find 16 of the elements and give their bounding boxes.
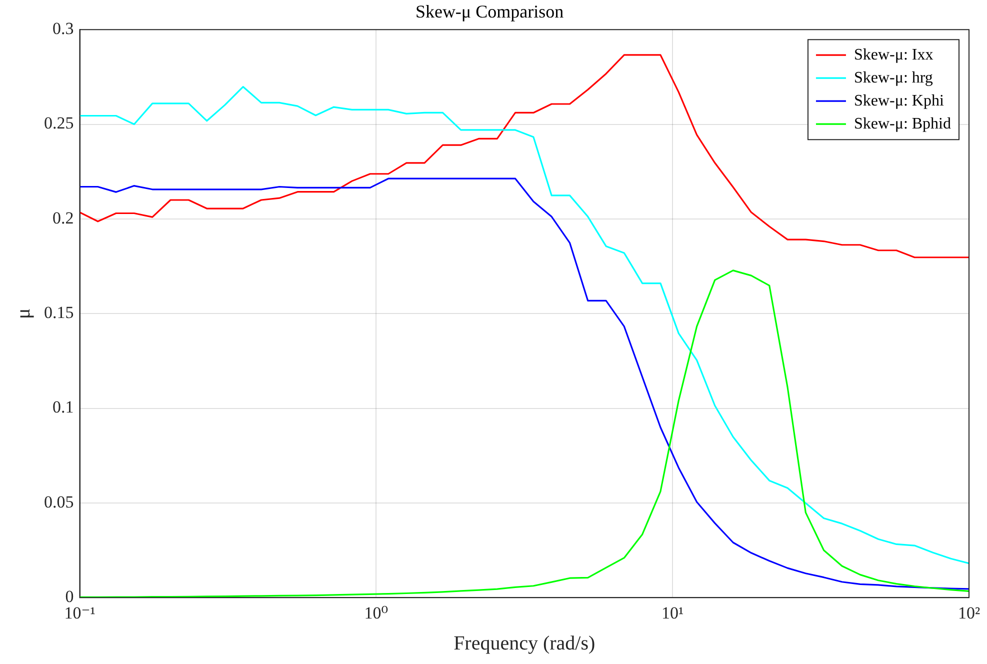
x-axis-title: Frequency (rad/s) <box>454 632 596 654</box>
y-tick-label: 0.05 <box>44 492 74 512</box>
legend-label: Skew-μ: hrg <box>854 69 933 86</box>
y-axis-title: μ <box>12 308 34 319</box>
x-tick-label: 10⁰ <box>364 603 388 622</box>
y-tick-label: 0.2 <box>52 208 74 228</box>
legend-label: Skew-μ: Bphid <box>854 115 952 132</box>
legend-label: Skew-μ: Ixx <box>854 46 934 64</box>
chart-title: Skew-μ Comparison <box>415 2 564 22</box>
y-tick-label: 0.3 <box>52 19 74 38</box>
legend-label: Skew-μ: Kphi <box>854 92 944 110</box>
y-tick-label: 0.15 <box>44 303 74 322</box>
y-tick-label: 0.25 <box>44 114 74 133</box>
x-tick-label: 10² <box>958 603 980 622</box>
y-tick-label: 0.1 <box>52 398 74 417</box>
x-tick-label: 10¹ <box>662 603 684 622</box>
